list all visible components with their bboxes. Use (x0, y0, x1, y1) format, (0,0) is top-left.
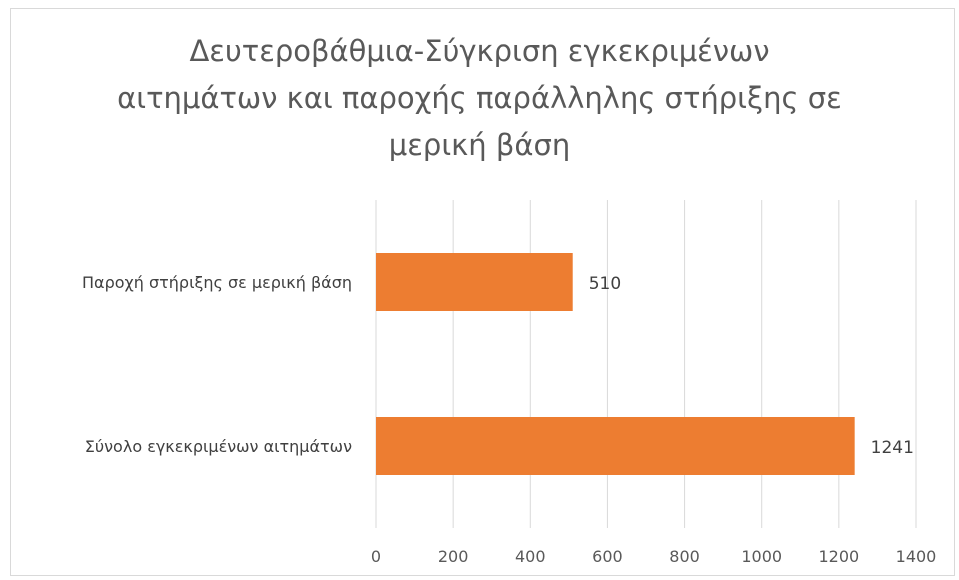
category-labels: Παροχή στήριξης σε μερική βάση Σύνολο εγκ… (82, 273, 352, 456)
x-axis-tick-labels: 0 200 400 600 800 1000 1200 1400 (371, 547, 936, 566)
category-label: Σύνολο εγκεκριμένων αιτημάτων (85, 437, 352, 456)
bar (376, 253, 573, 311)
data-labels: 510 1241 (589, 274, 914, 458)
chart-title-line-2: αιτημάτων και παροχής παράλληλης στήριξη… (117, 81, 842, 115)
data-label: 510 (589, 274, 621, 294)
chart-title-line-1: Δευτεροβάθμια-Σύγκριση εγκεκριμένων (189, 34, 770, 68)
x-tick-label: 1400 (896, 547, 937, 566)
x-tick-label: 0 (371, 547, 381, 566)
category-label: Παροχή στήριξης σε μερική βάση (82, 273, 352, 292)
x-tick-label: 600 (592, 547, 623, 566)
x-tick-label: 200 (438, 547, 469, 566)
x-tick-label: 1200 (818, 547, 859, 566)
x-tick-label: 800 (669, 547, 700, 566)
chart-title: Δευτεροβάθμια-Σύγκριση εγκεκριμένων αιτη… (0, 28, 959, 169)
chart-title-line-3: μερική βάση (388, 128, 571, 162)
gridlines (375, 200, 917, 528)
bars (376, 253, 855, 475)
x-tick-label: 1000 (741, 547, 782, 566)
bar (376, 417, 855, 475)
x-tick-label: 400 (515, 547, 546, 566)
data-label: 1241 (871, 438, 914, 458)
